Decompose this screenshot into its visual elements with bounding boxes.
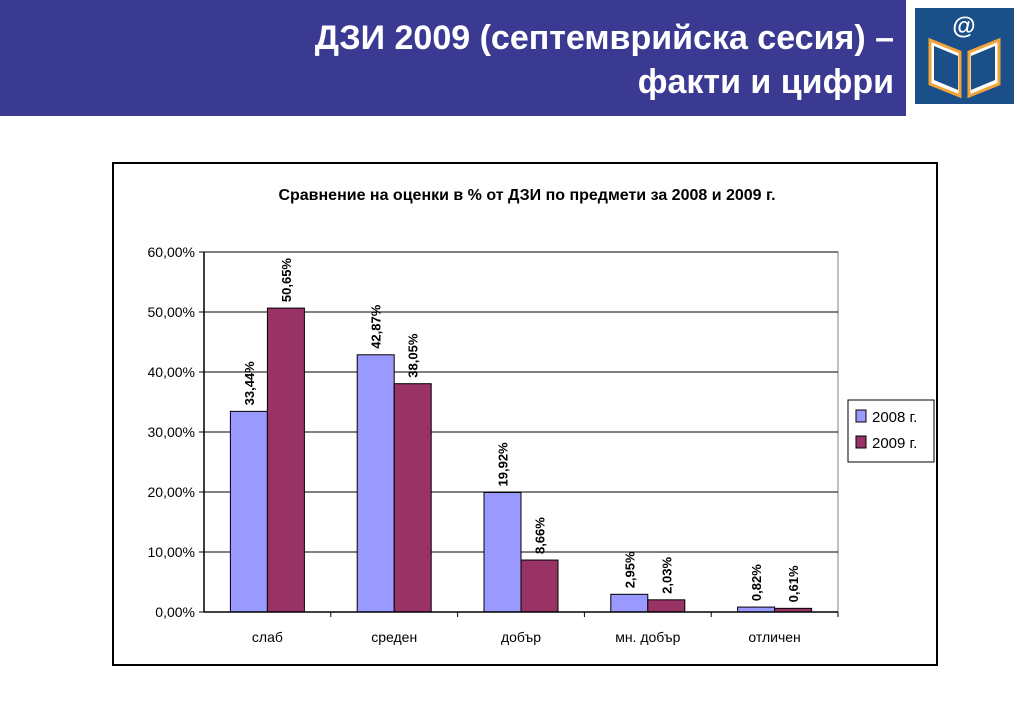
x-tick-labels: слаб среден добър мн. добър отличен (252, 629, 801, 645)
open-book-at-icon: @ (915, 8, 1014, 104)
bar (610, 593, 649, 613)
data-label: 2,03% (659, 557, 674, 594)
bar (229, 410, 268, 613)
bar (266, 307, 305, 613)
x-tick-label: отличен (748, 629, 800, 645)
legend-swatch (855, 435, 867, 449)
legend: 2008 г. 2009 г. (847, 399, 935, 463)
y-tick-label: 20,00% (148, 484, 195, 500)
y-tick-label: 60,00% (148, 244, 195, 260)
legend-swatch (855, 409, 867, 423)
bars (229, 307, 813, 613)
y-tick-label: 50,00% (148, 304, 195, 320)
y-tick-label: 30,00% (148, 424, 195, 440)
logo: @ (906, 0, 1023, 116)
slide-title: ДЗИ 2009 (септемврийска сесия) – факти и… (315, 16, 894, 104)
data-labels: 33,44% 50,65% 42,87% 38,05% 19,92% 8,66% 2,95%… (242, 258, 801, 603)
y-tick-labels: 0,00% 10,00% 20,00% 30,00% 40,00% 50,00% 60,00… (148, 244, 195, 620)
data-label: 50,65% (279, 258, 294, 303)
legend-label: 2008 г. (872, 409, 917, 426)
slide-header: ДЗИ 2009 (септемврийска сесия) – факти и… (0, 0, 906, 116)
bar (647, 599, 686, 613)
data-label: 8,66% (533, 517, 548, 554)
y-tick-label: 0,00% (155, 604, 195, 620)
slide-title-line-1: ДЗИ 2009 (септемврийска сесия) – (314, 19, 894, 57)
x-tick-label: мн. добър (615, 629, 680, 645)
bar-chart: Сравнение на оценки в % от ДЗИ по предме… (148, 187, 935, 645)
legend-label: 2009 г. (872, 435, 917, 452)
bar (520, 559, 559, 613)
data-label: 38,05% (406, 333, 421, 378)
data-label: 2,95% (622, 551, 637, 588)
data-label: 33,44% (242, 361, 257, 406)
x-tick-label: слаб (252, 629, 283, 645)
data-label: 0,82% (749, 564, 764, 601)
x-tick-label: среден (371, 629, 417, 645)
y-tick-label: 10,00% (148, 544, 195, 560)
y-tick-label: 40,00% (148, 364, 195, 380)
data-label: 42,87% (369, 304, 384, 349)
bar (483, 491, 522, 613)
slide-title-line-2: факти и цифри (637, 63, 894, 101)
data-label: 19,92% (496, 442, 511, 487)
data-label: 0,61% (786, 565, 801, 602)
axes (203, 252, 839, 617)
bar (356, 354, 395, 613)
chart-frame: Сравнение на оценки в % от ДЗИ по предме… (112, 162, 938, 666)
chart-title: Сравнение на оценки в % от ДЗИ по предме… (278, 187, 775, 204)
x-tick-label: добър (501, 629, 541, 645)
bar (393, 383, 432, 613)
svg-text:@: @ (952, 13, 975, 40)
